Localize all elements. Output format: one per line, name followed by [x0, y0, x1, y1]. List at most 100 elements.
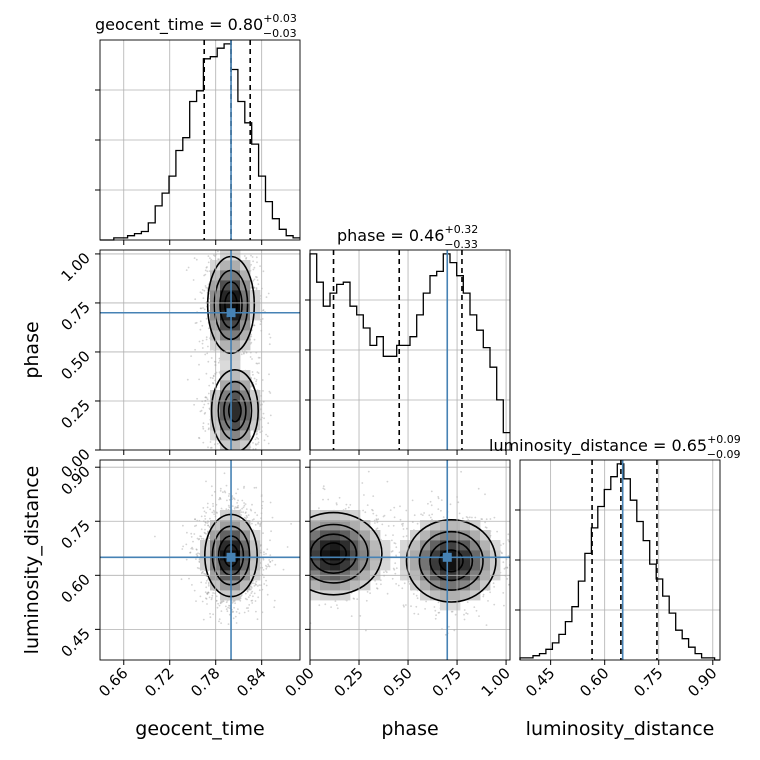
sample-point [281, 595, 283, 597]
sample-point [383, 514, 386, 517]
sample-point [219, 498, 222, 500]
density-bin [250, 400, 261, 411]
sample-point [453, 629, 456, 632]
sample-point [484, 521, 486, 524]
sample-point [231, 495, 234, 497]
sample-point [202, 570, 204, 573]
density-bin [360, 520, 371, 531]
sample-point [195, 524, 198, 527]
sample-point [282, 568, 285, 571]
sample-point [207, 591, 210, 594]
sample-point [194, 518, 197, 521]
sample-point [233, 606, 236, 609]
density-bin [230, 400, 241, 411]
sample-point [198, 378, 201, 381]
sample-point [244, 597, 247, 600]
sample-point [289, 505, 291, 507]
sample-point [204, 430, 207, 432]
sample-point [286, 603, 288, 605]
sample-point [286, 586, 288, 588]
sample-point [257, 438, 260, 440]
sample-point [263, 553, 265, 556]
sample-point [375, 583, 378, 585]
sample-point [210, 485, 213, 488]
sample-point [209, 447, 212, 449]
sample-point [289, 576, 291, 578]
density-bin [230, 340, 241, 351]
sample-point [228, 493, 231, 495]
sample-point [384, 534, 387, 537]
sample-point [450, 610, 453, 613]
sample-point [216, 442, 219, 445]
sample-point [307, 534, 309, 536]
density-bin [220, 290, 231, 301]
sample-point [293, 565, 295, 567]
sample-point [267, 516, 269, 518]
density-bin [220, 270, 231, 281]
sample-point [209, 612, 211, 615]
sample-point [250, 585, 253, 588]
sample-point [182, 524, 184, 527]
sample-point [188, 577, 190, 580]
sample-point [237, 506, 240, 509]
sample-point [284, 547, 286, 549]
sample-point [250, 254, 252, 257]
sample-point [295, 517, 297, 519]
sample-point [392, 567, 395, 570]
density-bin [220, 340, 231, 351]
sample-point [236, 469, 238, 471]
sample-point [233, 498, 236, 501]
density-bin [230, 330, 241, 341]
sample-point [254, 583, 257, 586]
density-bin [230, 420, 241, 431]
sample-point [190, 547, 193, 550]
sample-point [493, 586, 495, 588]
sample-point [507, 533, 510, 536]
sample-point [219, 497, 222, 500]
sample-point [372, 495, 375, 497]
density-bin [230, 440, 241, 450]
sample-point [262, 390, 264, 392]
sample-point [228, 242, 230, 244]
density-bin [240, 370, 251, 381]
sample-point [424, 608, 426, 610]
sample-point [240, 514, 243, 516]
sample-point [271, 577, 273, 579]
sample-point [233, 600, 236, 602]
sample-point [286, 578, 288, 580]
sample-point [275, 537, 277, 539]
sample-point [405, 535, 408, 537]
sample-point [223, 461, 225, 463]
sample-point [227, 452, 229, 454]
sample-point [242, 237, 244, 239]
density-bin [230, 380, 241, 391]
sample-point [412, 593, 415, 595]
density-bin [360, 530, 371, 541]
sample-point [267, 422, 270, 425]
density-bin [250, 540, 261, 551]
sample-point [318, 604, 321, 607]
sample-point [238, 455, 240, 457]
sample-point [380, 583, 382, 586]
sample-point [514, 526, 516, 528]
sample-point [303, 600, 305, 602]
sample-point [266, 435, 269, 438]
sample-point [200, 537, 203, 540]
density-panel-phase-vs-geocent_time [185, 237, 272, 471]
sample-point [263, 576, 265, 579]
sample-point [207, 530, 209, 533]
sample-point [195, 548, 198, 551]
density-bin [370, 560, 381, 571]
sample-point [293, 612, 295, 614]
sample-point [283, 540, 285, 542]
sample-point [475, 609, 478, 612]
sample-point [513, 538, 515, 540]
sample-point [190, 355, 193, 357]
sample-point [243, 504, 246, 507]
sample-point [493, 603, 496, 606]
sample-point [205, 317, 208, 320]
sample-point [252, 442, 254, 444]
sample-point [257, 372, 260, 374]
density-bin [250, 310, 261, 321]
sample-point [196, 537, 199, 540]
